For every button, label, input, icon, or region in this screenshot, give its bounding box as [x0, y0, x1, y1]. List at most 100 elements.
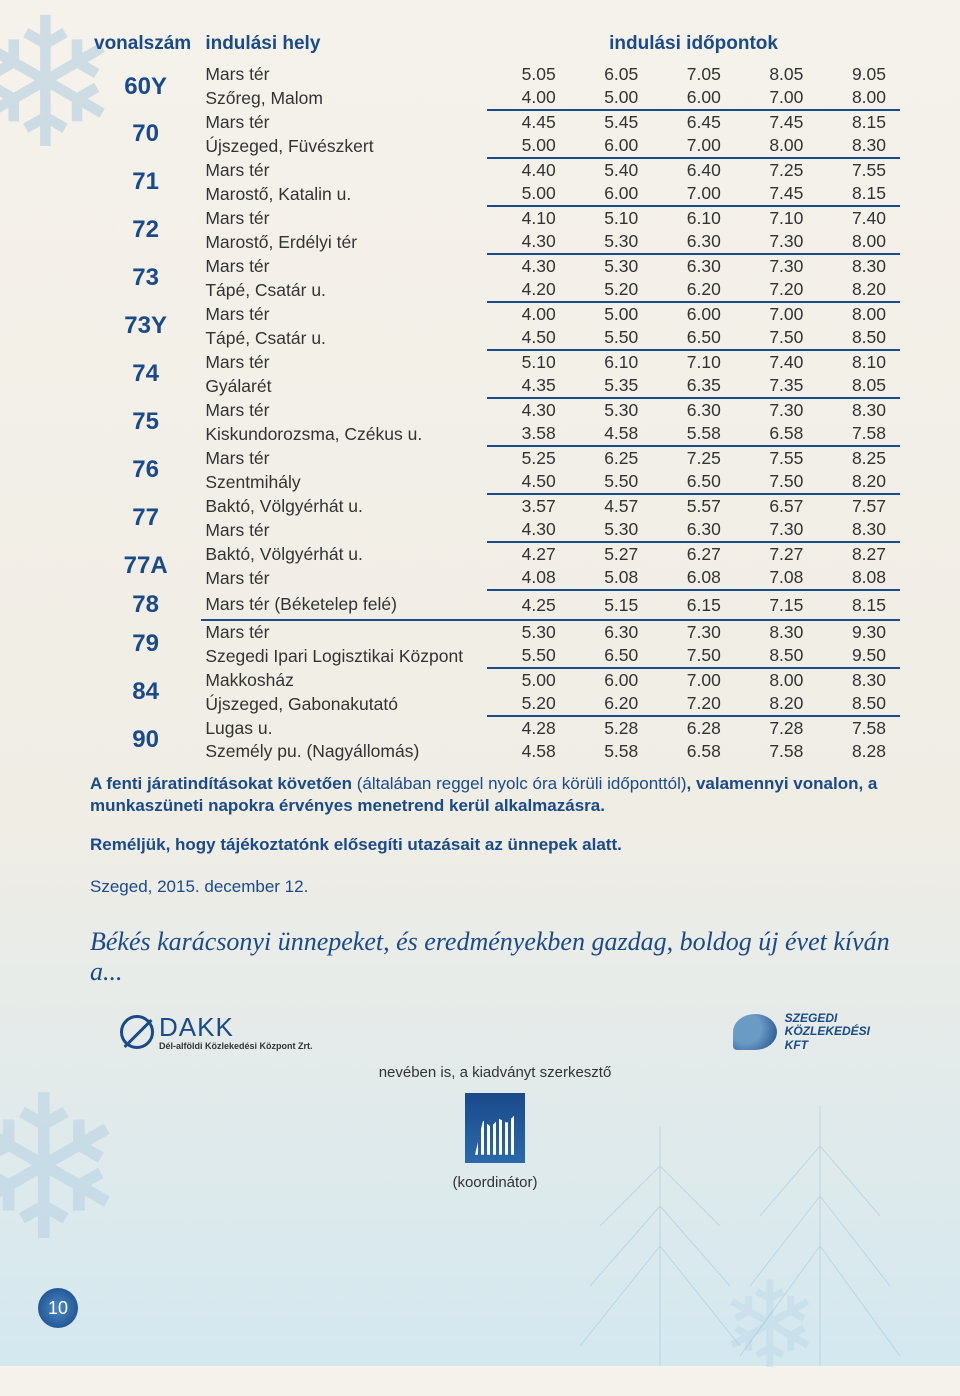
departure-time: 7.40: [735, 350, 818, 374]
header-times: indulási időpontok: [487, 30, 900, 63]
departure-time: 7.55: [817, 158, 900, 182]
departure-time: 8.28: [817, 740, 900, 763]
departure-time: 8.30: [817, 668, 900, 692]
dakk-logo: DAKK Dél-alföldi Közlekedési Központ Zrt…: [120, 1012, 313, 1051]
departure-time: 8.27: [817, 542, 900, 566]
departure-time: 8.30: [817, 254, 900, 278]
departure-time: 5.00: [487, 182, 570, 206]
departure-time: 5.58: [570, 740, 653, 763]
departure-time: 5.30: [570, 254, 653, 278]
departure-time: 6.08: [652, 566, 735, 590]
departure-time: 8.30: [735, 620, 818, 644]
departure-time: 6.00: [570, 668, 653, 692]
departure-time: 8.15: [817, 590, 900, 620]
departure-time: 5.50: [570, 326, 653, 350]
departure-time: 5.40: [570, 158, 653, 182]
departure-time: 6.00: [570, 182, 653, 206]
departure-time: 7.58: [817, 716, 900, 740]
departure-time: 7.00: [652, 668, 735, 692]
departure-time: 4.10: [487, 206, 570, 230]
line-number: 60Y: [90, 63, 201, 110]
coordinator-block: (koordinátor): [90, 1093, 900, 1191]
departure-time: 8.50: [817, 692, 900, 716]
footnote-1: A fenti járatindításokat követően (által…: [90, 773, 900, 817]
departure-time: 5.50: [570, 470, 653, 494]
departure-time: 7.10: [735, 206, 818, 230]
departure-time: 5.30: [570, 398, 653, 422]
dakk-subtitle: Dél-alföldi Közlekedési Központ Zrt.: [159, 1041, 313, 1051]
line-number: 73Y: [90, 302, 201, 350]
departure-time: 9.50: [817, 644, 900, 668]
header-line: vonalszám: [90, 30, 201, 63]
departure-place: Mars tér: [201, 206, 487, 230]
departure-time: 7.58: [735, 740, 818, 763]
departure-time: 4.20: [487, 278, 570, 302]
departure-time: 5.20: [487, 692, 570, 716]
departure-time: 4.30: [487, 398, 570, 422]
departure-time: 6.20: [570, 692, 653, 716]
departure-time: 9.30: [817, 620, 900, 644]
departure-time: 4.50: [487, 470, 570, 494]
departure-time: 4.40: [487, 158, 570, 182]
departure-time: 7.30: [735, 518, 818, 542]
departure-time: 7.28: [735, 716, 818, 740]
departure-time: 8.05: [817, 374, 900, 398]
departure-time: 8.15: [817, 110, 900, 134]
departure-place: Mars tér: [201, 63, 487, 86]
departure-time: 6.57: [735, 494, 818, 518]
departure-time: 6.40: [652, 158, 735, 182]
departure-time: 5.08: [570, 566, 653, 590]
departure-time: 5.30: [570, 518, 653, 542]
departure-time: 8.30: [817, 398, 900, 422]
departure-time: 7.55: [735, 446, 818, 470]
line-number: 84: [90, 668, 201, 716]
line-number: 70: [90, 110, 201, 158]
departure-time: 6.15: [652, 590, 735, 620]
szkt-logo: SZEGEDIKÖZLEKEDÉSIKFT: [733, 1012, 870, 1052]
departure-time: 7.50: [735, 470, 818, 494]
departure-time: 7.05: [652, 63, 735, 86]
departure-place: Szentmihály: [201, 470, 487, 494]
line-number: 77: [90, 494, 201, 542]
departure-time: 7.45: [735, 110, 818, 134]
departure-time: 7.30: [652, 620, 735, 644]
departure-time: 5.45: [570, 110, 653, 134]
departure-time: 6.20: [652, 278, 735, 302]
departure-place: Személy pu. (Nagyállomás): [201, 740, 487, 763]
departure-time: 6.10: [570, 350, 653, 374]
departure-place: Mars tér: [201, 350, 487, 374]
departure-time: 8.00: [735, 668, 818, 692]
departure-place: Újszeged, Füvészkert: [201, 134, 487, 158]
departure-time: 4.30: [487, 230, 570, 254]
departure-place: Mars tér: [201, 446, 487, 470]
date-line: Szeged, 2015. december 12.: [90, 877, 900, 897]
departure-time: 4.30: [487, 518, 570, 542]
departure-place: Tápé, Csatár u.: [201, 278, 487, 302]
departure-time: 8.50: [735, 644, 818, 668]
page-content: vonalszám indulási hely indulási időpont…: [0, 0, 960, 1211]
departure-time: 6.58: [652, 740, 735, 763]
departure-time: 4.35: [487, 374, 570, 398]
departure-time: 7.25: [735, 158, 818, 182]
departure-time: 7.57: [817, 494, 900, 518]
departure-time: 6.27: [652, 542, 735, 566]
departure-time: 7.50: [735, 326, 818, 350]
departure-time: 6.00: [652, 86, 735, 110]
departure-time: 5.00: [570, 302, 653, 326]
departure-place: Szőreg, Malom: [201, 86, 487, 110]
departure-time: 7.00: [652, 182, 735, 206]
departure-time: 4.00: [487, 86, 570, 110]
departure-place: Mars tér: [201, 518, 487, 542]
line-number: 76: [90, 446, 201, 494]
departure-time: 5.57: [652, 494, 735, 518]
departure-time: 5.10: [570, 206, 653, 230]
departure-time: 7.30: [735, 398, 818, 422]
departure-time: 5.27: [570, 542, 653, 566]
departure-time: 4.58: [570, 422, 653, 446]
departure-time: 6.25: [570, 446, 653, 470]
coordinator-logo: [465, 1093, 525, 1163]
line-number: 73: [90, 254, 201, 302]
departure-place: Makkosház: [201, 668, 487, 692]
departure-place: Mars tér: [201, 398, 487, 422]
departure-time: 5.00: [487, 134, 570, 158]
